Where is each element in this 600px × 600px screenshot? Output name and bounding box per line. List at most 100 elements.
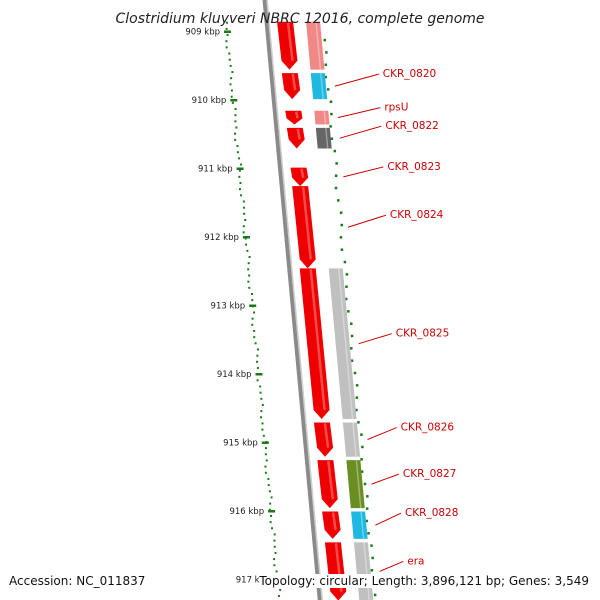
gene-arrow[interactable] [322, 511, 341, 539]
scale-tick [236, 167, 244, 170]
gene-arrow[interactable] [317, 460, 338, 509]
skew-dot [243, 212, 246, 215]
skew-dot [246, 249, 249, 252]
skew-dot [259, 385, 262, 388]
skew-dot [264, 447, 267, 450]
cog-box [353, 542, 374, 600]
skew-dot [229, 83, 232, 86]
skew-dot [254, 342, 257, 345]
skew-dot-outer [365, 507, 369, 510]
gene-arrow-sheen [301, 186, 312, 260]
label-leader [343, 166, 384, 178]
skew-dot-outer [373, 593, 377, 597]
cog-box-sheen [320, 73, 324, 100]
skew-dot-outer [370, 544, 373, 547]
scale-tick [230, 99, 238, 102]
skew-dot [229, 64, 232, 67]
skew-dot-outer [329, 100, 333, 103]
gene-label-ckr-0820[interactable]: CKR_0820 [383, 68, 436, 80]
genome-backbone [262, 0, 323, 600]
skew-dot-outer [350, 322, 353, 325]
gene-label-ckr-0825[interactable]: CKR_0825 [396, 328, 449, 340]
label-leader [358, 333, 392, 345]
skew-dot [231, 101, 234, 104]
gene-label-ckr-0827[interactable]: CKR_0827 [403, 468, 456, 480]
gene-label-ckr-0822[interactable]: CKR_0822 [385, 120, 438, 132]
skew-dot [251, 292, 254, 295]
skew-dot [247, 280, 250, 283]
skew-dot [240, 194, 243, 197]
skew-dot [242, 231, 245, 234]
skew-dot [271, 527, 274, 530]
gene-labels: CKR_0820 rpsU CKR_0822 CKR_0823 CKR_0824 CKR_… [334, 68, 458, 572]
scale-label: 910 kbp [192, 96, 227, 106]
gene-arrow[interactable] [277, 21, 298, 70]
cog-box [346, 460, 365, 509]
scale-tick [261, 441, 269, 444]
scale-tick [255, 373, 263, 376]
skew-dot-outer [339, 211, 343, 214]
skew-dot [267, 484, 270, 487]
gene-arrow[interactable] [286, 127, 305, 149]
cog-box-sheen [363, 542, 370, 600]
skew-dot-outer [357, 421, 360, 424]
scale-label: 917 kbp [236, 576, 271, 586]
topology-label: Topology: circular; Length: 3,896,121 bp… [259, 574, 589, 588]
skew-dot-outer [363, 482, 367, 486]
cog-box-sheen [337, 268, 354, 420]
skew-dot [247, 268, 250, 271]
skew-dot-outer [343, 260, 347, 264]
skew-dot [256, 354, 259, 357]
skew-dot-outer [353, 371, 357, 375]
skew-dot [248, 274, 251, 277]
skew-dot [269, 502, 272, 505]
skew-dot [275, 570, 278, 573]
gene-label-ckr-0828[interactable]: CKR_0828 [405, 507, 458, 519]
map-title: Clostridium kluyveri NBRC 12016, complet… [115, 11, 484, 27]
skew-dot [248, 255, 251, 258]
gene-arrow-sheen [295, 111, 299, 119]
gene-arrow[interactable] [281, 73, 301, 100]
skew-dot [257, 348, 260, 351]
skew-dot [247, 262, 250, 265]
skew-dot [259, 391, 262, 394]
skew-dot [234, 138, 237, 141]
gene-arrow-sheen [323, 423, 330, 448]
skew-dot [234, 114, 237, 117]
skew-dot [269, 521, 272, 524]
skew-dot [256, 360, 259, 363]
label-leader [367, 427, 397, 441]
skew-dot [261, 403, 264, 406]
scale-label: 913 kbp [211, 302, 246, 312]
skew-dot [253, 329, 256, 332]
skew-dot [267, 477, 270, 480]
skew-dot-outer [339, 236, 343, 239]
gene-arrow-sheen [331, 512, 337, 531]
skew-dot [261, 422, 264, 425]
gene-arrow[interactable] [285, 110, 303, 125]
cog-box [314, 110, 330, 125]
gene-label-ckr-0824[interactable]: CKR_0824 [390, 209, 444, 221]
skew-dot [226, 34, 229, 37]
gene-label-era[interactable]: era [407, 555, 424, 567]
gene-arrow[interactable] [313, 422, 334, 457]
skew-dot [235, 126, 238, 129]
gene-label-ckr-0826[interactable]: CKR_0826 [401, 422, 455, 434]
cog-box-sheen [315, 21, 322, 70]
gene-label-ckr-0823[interactable]: CKR_0823 [387, 161, 440, 173]
cog-box [315, 127, 332, 149]
skew-dot [251, 299, 254, 302]
skew-dot [238, 175, 241, 178]
gene-arrow-sheen [309, 269, 326, 411]
gene-label-rpsu[interactable]: rpsU [384, 102, 408, 114]
skew-dot [234, 108, 237, 111]
cog-box [351, 511, 368, 539]
cog-box-sheen [360, 511, 365, 539]
skew-dot [256, 379, 259, 382]
skew-dot [251, 323, 254, 326]
skew-dot [274, 551, 277, 554]
skew-dot [264, 465, 267, 468]
gene-arrow[interactable] [290, 167, 309, 187]
skew-dot [251, 317, 254, 320]
skew-dot [253, 336, 256, 339]
